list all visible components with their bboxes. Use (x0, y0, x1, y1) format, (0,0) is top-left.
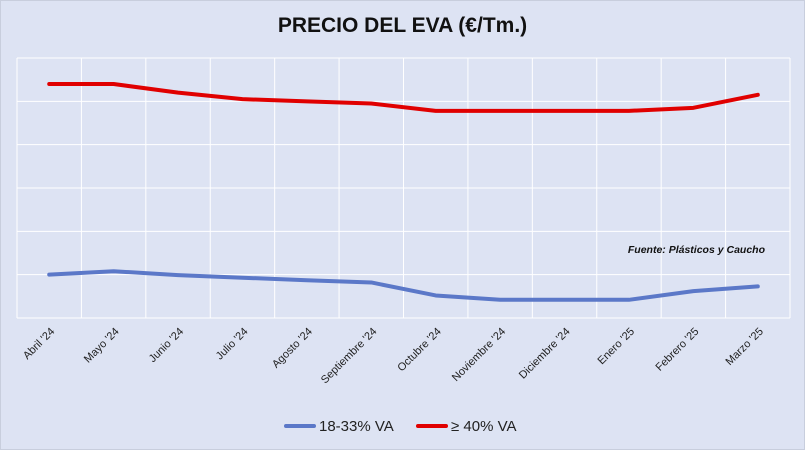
source-annotation: Fuente: Plásticos y Caucho (628, 244, 766, 256)
series-lines (47, 82, 760, 302)
x-tick-label: Junio '24 (147, 326, 186, 365)
chart-title: PRECIO DEL EVA (€/Tm.) (277, 14, 528, 37)
x-tick-label: Octubre '24 (395, 326, 443, 374)
x-tick-label: Agosto '24 (270, 326, 315, 371)
x-tick-label: Enero '25 (596, 326, 638, 368)
legend-label: 18-33% VA (319, 418, 394, 435)
gridlines (16, 57, 791, 319)
x-tick-label: Septiembre '24 (319, 326, 380, 387)
legend: 18-33% VA ≥ 40% VA (284, 418, 517, 435)
x-tick-label: Abril '24 (21, 326, 57, 362)
series-line-2 (47, 82, 760, 113)
x-tick-label: Diciembre '24 (517, 326, 573, 382)
x-tick-label: Julio '24 (214, 326, 251, 363)
x-tick-label: Mayo '24 (82, 326, 122, 366)
x-tick-label: Marzo '25 (724, 326, 766, 368)
legend-label: ≥ 40% VA (451, 418, 517, 435)
x-tick-label: Febrero '25 (653, 326, 701, 374)
series-line-1 (47, 269, 760, 302)
x-axis-tick-labels: Abril '24 Mayo '24 Junio '24 Julio '24 Agost… (21, 326, 766, 387)
x-tick-label: Noviembre '24 (450, 326, 508, 384)
